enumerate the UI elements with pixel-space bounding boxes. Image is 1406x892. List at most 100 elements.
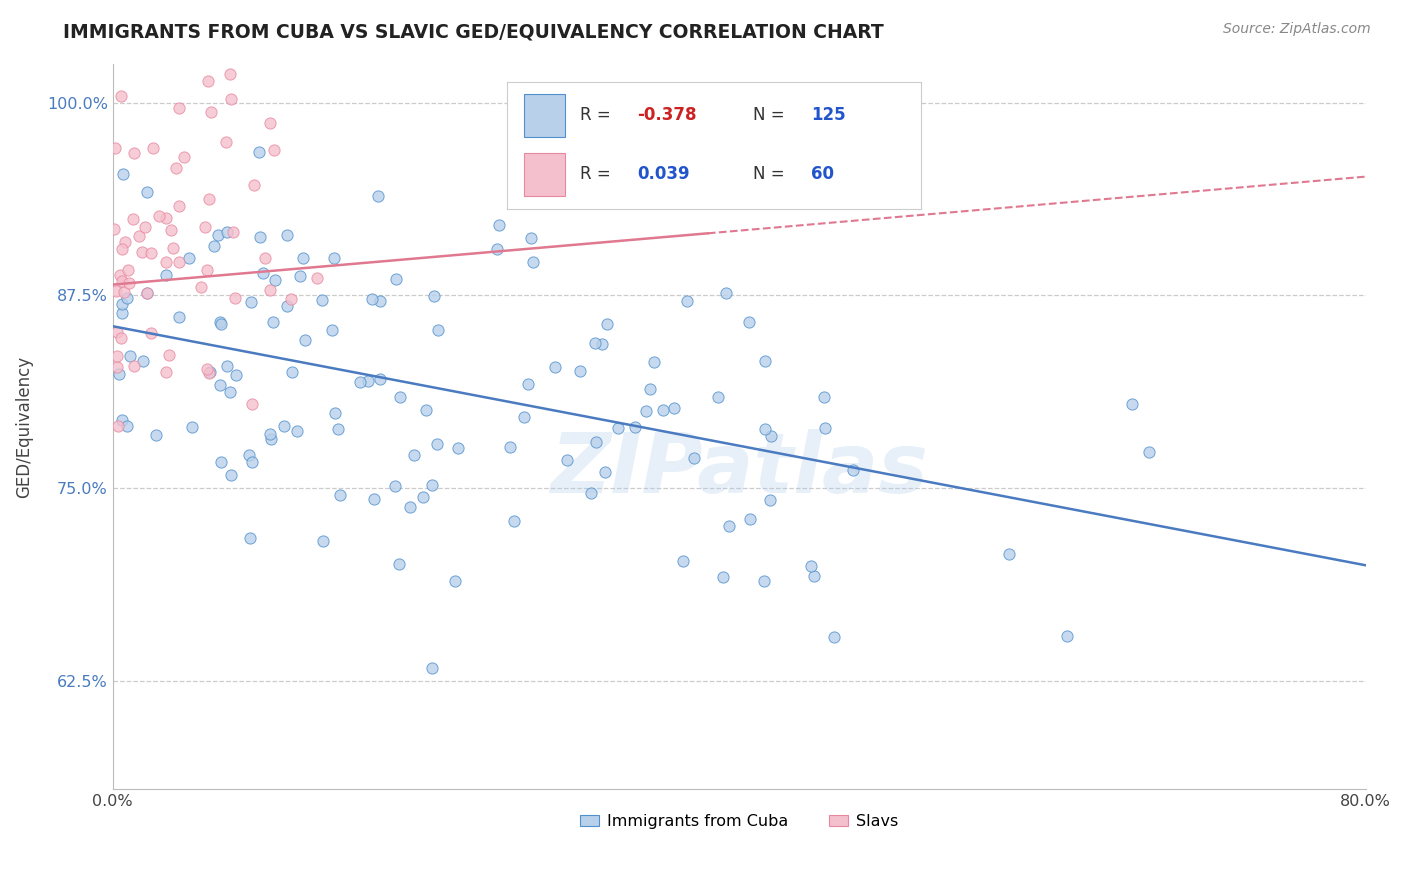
- Point: [329, 488, 352, 502]
- Point: [321, 323, 343, 337]
- Point: [262, 315, 284, 329]
- Point: [132, 354, 155, 368]
- Point: [263, 273, 285, 287]
- Point: [738, 512, 761, 526]
- Point: [197, 192, 219, 206]
- Point: [112, 285, 135, 300]
- Point: [651, 402, 673, 417]
- Point: [139, 326, 162, 341]
- Point: [142, 141, 165, 155]
- Point: [555, 452, 578, 467]
- Point: [276, 228, 298, 243]
- Point: [219, 92, 242, 106]
- Point: [155, 365, 177, 379]
- Point: [139, 49, 162, 63]
- Point: [388, 557, 411, 571]
- Point: [215, 225, 238, 239]
- Point: [240, 455, 263, 469]
- Point: [117, 263, 139, 277]
- Point: [357, 374, 380, 388]
- Point: [349, 375, 371, 389]
- Point: [110, 89, 132, 103]
- Text: Source: ZipAtlas.com: Source: ZipAtlas.com: [1223, 22, 1371, 37]
- Point: [225, 368, 247, 383]
- Point: [361, 292, 384, 306]
- Point: [259, 116, 281, 130]
- Point: [752, 574, 775, 588]
- Point: [207, 227, 229, 242]
- Point: [217, 359, 239, 374]
- Point: [111, 167, 134, 181]
- Point: [155, 255, 177, 269]
- Point: [569, 364, 592, 378]
- Point: [208, 315, 231, 329]
- Y-axis label: GED/Equivalency: GED/Equivalency: [15, 355, 32, 498]
- Text: ZIPatlas: ZIPatlas: [550, 429, 928, 510]
- Point: [105, 349, 128, 363]
- Point: [209, 455, 232, 469]
- Point: [135, 186, 157, 200]
- Point: [259, 427, 281, 442]
- Point: [294, 333, 316, 347]
- Point: [218, 385, 240, 400]
- Point: [240, 397, 263, 411]
- Point: [1137, 445, 1160, 459]
- Point: [323, 406, 346, 420]
- Point: [177, 252, 200, 266]
- Point: [122, 145, 145, 160]
- Point: [593, 465, 616, 479]
- Point: [326, 422, 349, 436]
- Point: [200, 365, 222, 379]
- Point: [110, 331, 132, 345]
- Point: [167, 310, 190, 325]
- Point: [134, 219, 156, 234]
- Point: [215, 135, 238, 149]
- Point: [259, 284, 281, 298]
- Point: [111, 296, 134, 310]
- Point: [162, 241, 184, 255]
- Point: [676, 293, 699, 308]
- Point: [837, 186, 859, 200]
- Point: [263, 143, 285, 157]
- Point: [252, 267, 274, 281]
- Text: IMMIGRANTS FROM CUBA VS SLAVIC GED/EQUIVALENCY CORRELATION CHART: IMMIGRANTS FROM CUBA VS SLAVIC GED/EQUIV…: [63, 22, 884, 41]
- Point: [108, 367, 131, 381]
- Point: [759, 492, 782, 507]
- Point: [209, 317, 232, 331]
- Point: [108, 268, 131, 282]
- Point: [218, 67, 240, 81]
- Point: [713, 570, 735, 584]
- Point: [107, 325, 129, 339]
- Point: [273, 419, 295, 434]
- Point: [160, 223, 183, 237]
- Point: [115, 291, 138, 305]
- Point: [368, 372, 391, 386]
- Point: [426, 323, 449, 337]
- Point: [181, 420, 204, 434]
- Point: [662, 401, 685, 415]
- Point: [683, 450, 706, 465]
- Point: [717, 519, 740, 533]
- Point: [103, 222, 125, 236]
- Point: [195, 263, 218, 277]
- Point: [167, 199, 190, 213]
- Point: [707, 390, 730, 404]
- Point: [634, 404, 657, 418]
- Point: [104, 141, 127, 155]
- Point: [643, 355, 665, 369]
- Point: [638, 383, 661, 397]
- Point: [488, 218, 510, 232]
- Point: [363, 491, 385, 506]
- Point: [312, 534, 335, 549]
- Point: [124, 359, 146, 374]
- Point: [114, 235, 136, 250]
- Point: [260, 433, 283, 447]
- Point: [155, 211, 177, 225]
- Point: [404, 448, 426, 462]
- Point: [813, 390, 835, 404]
- Point: [384, 272, 406, 286]
- Point: [110, 242, 132, 256]
- Point: [139, 245, 162, 260]
- Point: [238, 448, 260, 462]
- Point: [155, 268, 177, 282]
